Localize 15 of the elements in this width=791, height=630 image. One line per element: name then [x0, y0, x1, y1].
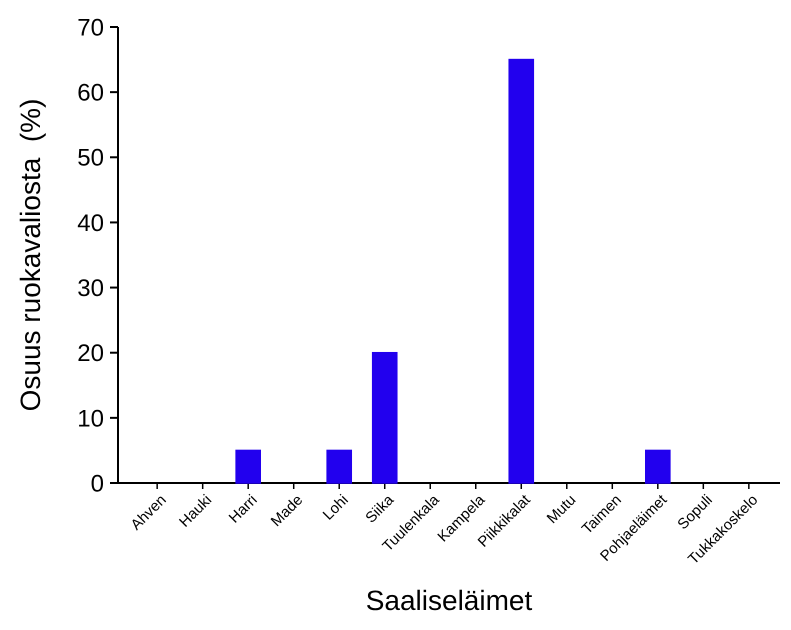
y-tick-label: 40 [77, 210, 104, 237]
bar [326, 450, 352, 484]
y-tick-label: 30 [77, 274, 104, 302]
y-tick-label: 70 [77, 14, 104, 42]
y-tick-label: 20 [77, 340, 104, 368]
y-axis-title: Osuus ruokavaliosta (%) [15, 98, 46, 412]
y-tick-label: 50 [77, 144, 104, 172]
x-axis-title: Saaliseläimet [366, 585, 532, 616]
bar [645, 450, 671, 484]
bar [235, 450, 261, 484]
y-tick-label: 60 [77, 80, 104, 107]
y-tick-label: 0 [90, 470, 104, 498]
y-tick-label: 10 [77, 405, 104, 432]
bar [508, 58, 534, 484]
bar [372, 352, 398, 484]
